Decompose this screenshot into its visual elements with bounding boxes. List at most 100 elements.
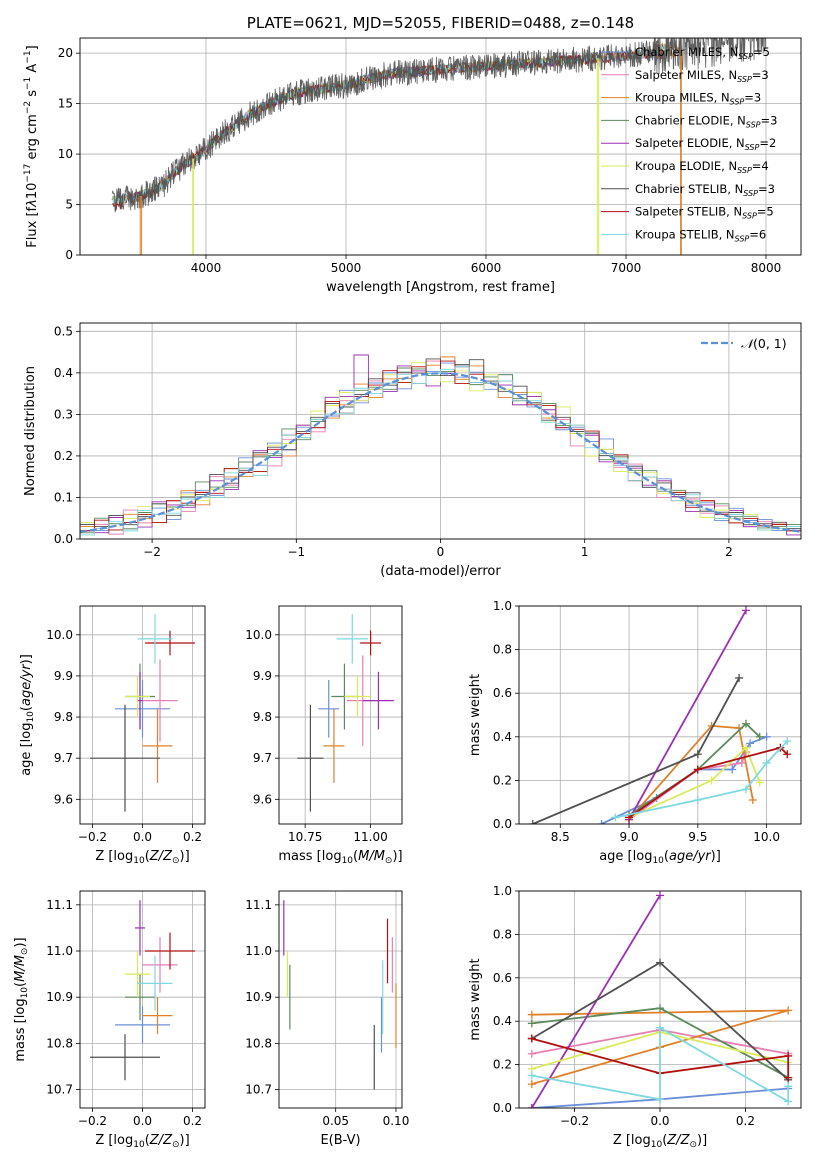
y-tick-label: 0.6 — [493, 686, 512, 700]
y-axis-label: mass weight — [468, 958, 483, 1040]
x-tick-label: 0.2 — [736, 1114, 755, 1128]
legend-label-chabrier-stelib: Chabrier STELIB, NSSP=3 — [635, 182, 775, 198]
y-tick-label: 0.2 — [54, 449, 73, 463]
y-tick-label: 0.4 — [493, 1014, 512, 1028]
y-tick-label: 0.0 — [493, 1101, 512, 1115]
spectrum-frame — [79, 37, 802, 256]
x-tick-label: 0.0 — [650, 1114, 669, 1128]
spectrum-drop-kroupa-elodie — [192, 158, 194, 255]
massweight_vs_Z-panel: −0.2 0.0 0.2 0.0 0.2 0.4 0.6 0.8 1.0 Z [log10(Z/Z… — [468, 884, 802, 1150]
y-tick-label: 9.8 — [253, 710, 272, 724]
weight-marker-kroupa-stelib — [656, 1023, 664, 1032]
legend-label-chabrier-elodie: Chabrier ELODIE, NSSP=3 — [635, 113, 777, 129]
age_vs_mass-plot-area — [297, 614, 395, 812]
mass_vs_EBV-frame — [278, 890, 403, 1109]
weight-marker-kroupa-stelib — [656, 1095, 664, 1104]
spectrum-line-salpeter-elodie — [111, 53, 597, 206]
y-tick-label: 9.9 — [253, 669, 272, 683]
mass_vs_Z-panel: −0.2 0.0 0.2 10.7 10.8 10.9 11.0 11.1 Z [log10(Z… — [13, 890, 206, 1150]
y-tick-label: 10.8 — [46, 1036, 73, 1050]
y-tick-label: 9.6 — [54, 792, 73, 806]
spectrum-line-chabrier-stelib — [111, 38, 766, 213]
x-tick-label: 0.05 — [322, 1114, 349, 1128]
x-axis-label: E(B-V) — [320, 1133, 360, 1148]
legend-label-chabrier-miles: Chabrier MILES, NSSP=5 — [635, 45, 770, 61]
x-tick-label: 0.0 — [133, 830, 152, 844]
weight-marker-chabrier-stelib — [735, 673, 744, 682]
y-tick-label: 5 — [65, 198, 73, 212]
spectrum-drop-kroupa-miles — [139, 195, 143, 255]
x-axis-label: (data-model)/error — [380, 564, 501, 579]
weight-marker-salpeter-miles — [737, 758, 746, 767]
y-tick-label: 1.0 — [493, 599, 512, 613]
weight-line-chabrier-stelib — [532, 677, 740, 824]
y-axis-label: Flux [fλ10−17 erg cm−2 s−1 A−1] — [23, 45, 40, 247]
y-tick-label: 9.7 — [253, 751, 272, 765]
legend-label-gauss: 𝒩(0, 1) — [741, 336, 787, 351]
age_vs_Z-grid — [80, 606, 205, 824]
massweight_vs_age-panel: 8.5 9.0 9.5 10.0 0.0 0.2 0.4 0.6 0.8 1.0 age [log1… — [468, 599, 802, 866]
spectrum-legend: Chabrier MILES, NSSP=5 Salpeter MILES, NS… — [601, 45, 777, 243]
gaussian-curve — [80, 372, 801, 533]
residuals-plot-area — [80, 354, 801, 539]
weight-marker-chabrier-miles — [746, 739, 755, 748]
weight-marker-kroupa-stelib — [762, 758, 771, 767]
y-tick-label: 0.3 — [54, 407, 73, 421]
weight-marker-chabrier-elodie — [755, 732, 764, 741]
age_vs_Z-plot-area — [90, 614, 195, 812]
y-tick-label: 15 — [58, 97, 73, 111]
legend-label-salpeter-stelib: Salpeter STELIB, NSSP=5 — [635, 205, 774, 221]
weight-marker-kroupa-stelib — [784, 1082, 793, 1091]
y-tick-label: 0.8 — [493, 927, 512, 941]
y-tick-label: 10.0 — [46, 628, 73, 642]
weight-marker-chabrier-elodie — [741, 719, 750, 728]
x-tick-label: 1 — [581, 545, 589, 559]
x-axis-label: mass [log10(M/M⊙)] — [278, 849, 402, 866]
x-tick-label: 0.2 — [183, 1114, 202, 1128]
x-tick-label: −0.2 — [78, 1114, 107, 1128]
y-tick-label: 11.1 — [245, 898, 272, 912]
legend-label-kroupa-elodie: Kroupa ELODIE, NSSP=4 — [635, 159, 769, 175]
x-tick-label: 9.5 — [688, 830, 707, 844]
x-tick-label: 8.5 — [551, 830, 570, 844]
y-tick-label: 0.6 — [493, 971, 512, 985]
weight-line-kroupa-miles — [531, 1009, 789, 1085]
x-tick-label: −2 — [143, 545, 161, 559]
weight-line-kroupa-miles — [628, 724, 754, 821]
x-axis-label: wavelength [Angstrom, rest frame] — [326, 280, 555, 295]
weight-marker-salpeter-miles — [527, 1049, 536, 1058]
weight-marker-kroupa-miles — [748, 796, 757, 805]
age_vs_Z-panel: −0.2 0.0 0.2 9.6 9.7 9.8 9.9 10.0 Z [log10(Z/Z⊙)… — [19, 605, 206, 866]
legend-label-salpeter-elodie: Salpeter ELODIE, NSSP=2 — [635, 136, 776, 152]
spectrum-drop-kroupa-miles — [680, 49, 682, 255]
x-tick-label: 4000 — [191, 261, 222, 275]
y-tick-label: 0.0 — [493, 817, 512, 831]
weight-marker-salpeter-stelib — [693, 765, 702, 774]
weight-marker-chabrier-elodie — [527, 1019, 536, 1028]
y-tick-label: 0.4 — [493, 730, 512, 744]
y-tick-label: 0.0 — [54, 532, 73, 546]
mass_vs_EBV-grid — [279, 891, 402, 1108]
y-tick-label: 0.5 — [54, 324, 73, 338]
x-axis-label: Z [log10(Z/Z⊙)] — [95, 849, 189, 866]
x-tick-label: 10.75 — [288, 830, 322, 844]
legend-label-salpeter-miles: Salpeter MILES, NSSP=3 — [635, 68, 769, 84]
x-tick-label: 0 — [437, 545, 445, 559]
weight-marker-salpeter-elodie — [656, 891, 664, 900]
massweight_vs_age-frame — [518, 605, 802, 825]
weight-marker-kroupa-miles — [527, 1010, 536, 1019]
weight-marker-kroupa-elodie — [741, 743, 750, 752]
age_vs_mass-frame — [278, 605, 403, 825]
y-tick-label: 0.4 — [54, 366, 73, 380]
x-axis-label: Z [log10(Z/Z⊙)] — [95, 1133, 189, 1150]
x-tick-label: 0.10 — [383, 1114, 410, 1128]
weight-marker-chabrier-stelib — [528, 820, 537, 824]
massweight_vs_age-plot-area — [528, 606, 792, 824]
y-axis-label: mass [log10(M/M⊙)] — [13, 937, 30, 1061]
weight-marker-salpeter-stelib — [527, 1034, 536, 1043]
chart-title: PLATE=0621, MJD=52055, FIBERID=0488, z=0… — [247, 14, 634, 32]
age_vs_Z-frame — [79, 605, 206, 825]
weight-marker-kroupa-stelib — [783, 737, 792, 746]
weight-marker-kroupa-elodie — [755, 778, 764, 787]
age_vs_mass-panel: 10.75 11.00 9.6 9.7 9.8 9.9 10.0 mass [log10(M/… — [245, 605, 403, 866]
